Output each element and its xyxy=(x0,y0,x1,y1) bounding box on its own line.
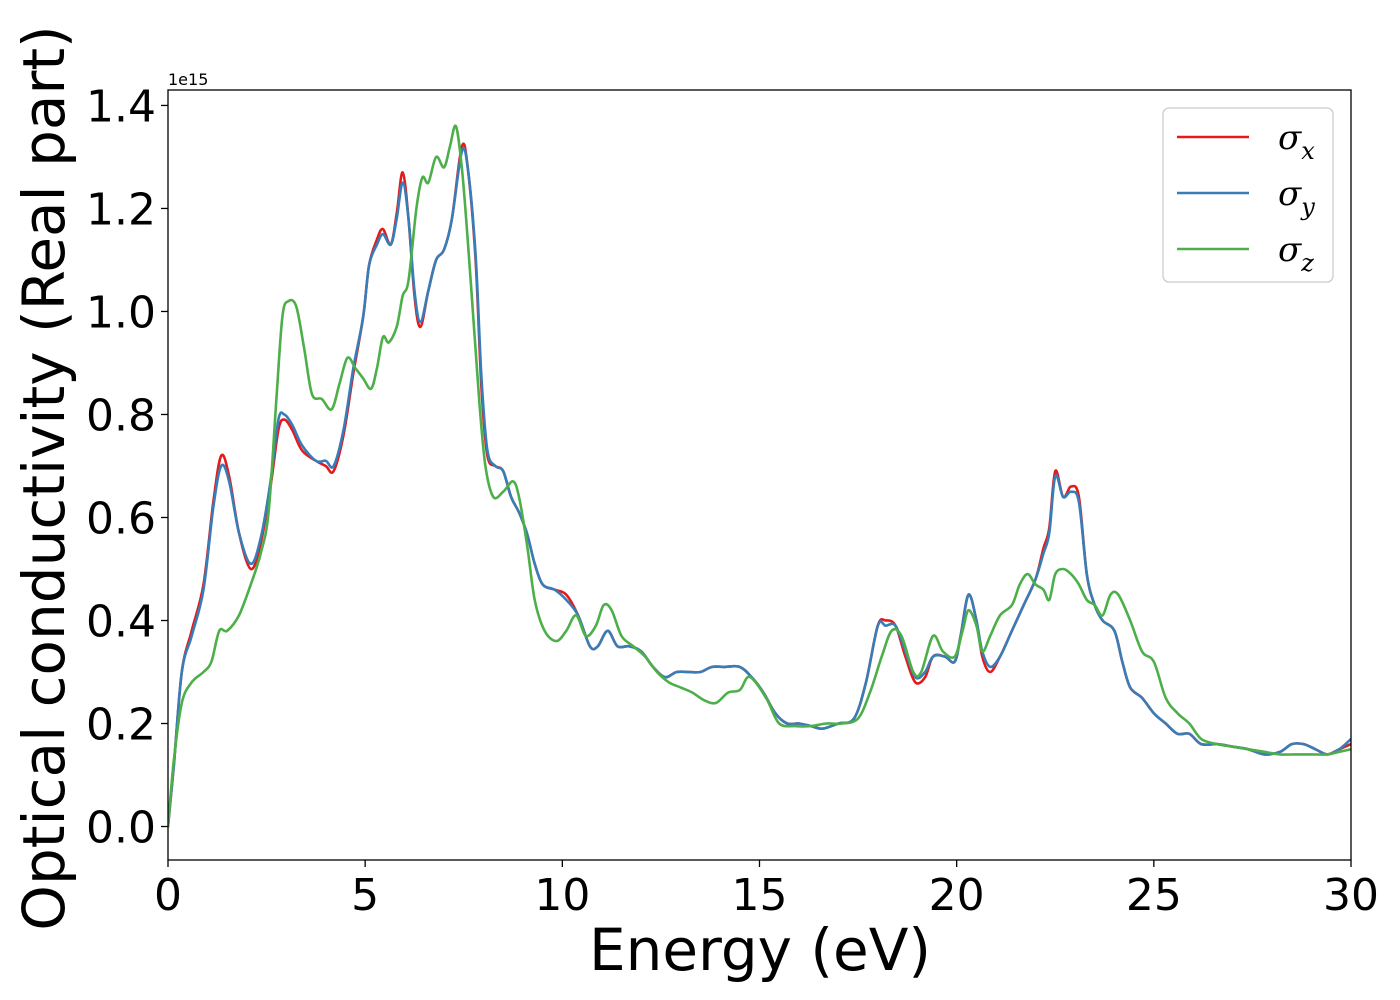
y-tick-label: 1.2 xyxy=(86,184,156,235)
x-tick-label: 30 xyxy=(1323,870,1379,921)
x-axis: 0 5 10 15 20 25 30 xyxy=(154,860,1379,921)
x-tick-label: 0 xyxy=(154,870,182,921)
series-layer xyxy=(168,124,1351,828)
y-tick-label: 0.4 xyxy=(86,597,156,648)
legend-box xyxy=(1162,107,1334,283)
legend-label-x: σx xyxy=(1278,118,1315,165)
legend-label-z: σz xyxy=(1278,230,1314,277)
y-tick-label: 0.8 xyxy=(86,390,156,441)
y-offset-label: 1e15 xyxy=(168,70,208,89)
x-tick-label: 15 xyxy=(732,870,788,921)
x-tick-label: 20 xyxy=(929,870,985,921)
x-axis-label: Energy (eV) xyxy=(589,916,931,984)
y-tick-label: 0.2 xyxy=(86,700,156,751)
x-tick-label: 5 xyxy=(351,870,379,921)
plot-area xyxy=(168,90,1351,860)
series-line-y xyxy=(168,146,1351,828)
legend: σx σy σz xyxy=(1162,107,1334,283)
series-line-z xyxy=(168,124,1351,828)
y-axis: 0.0 0.2 0.4 0.6 0.8 1.0 1.2 1.4 xyxy=(86,81,168,854)
x-tick-label: 25 xyxy=(1126,870,1182,921)
y-tick-label: 0.0 xyxy=(86,803,156,854)
y-tick-label: 1.0 xyxy=(86,287,156,338)
legend-label-y: σy xyxy=(1278,174,1315,221)
y-tick-label: 0.6 xyxy=(86,493,156,544)
y-tick-label: 1.4 xyxy=(86,81,156,132)
x-tick-label: 10 xyxy=(534,870,590,921)
y-axis-label: Optical conductivity (Real part) xyxy=(10,25,78,930)
